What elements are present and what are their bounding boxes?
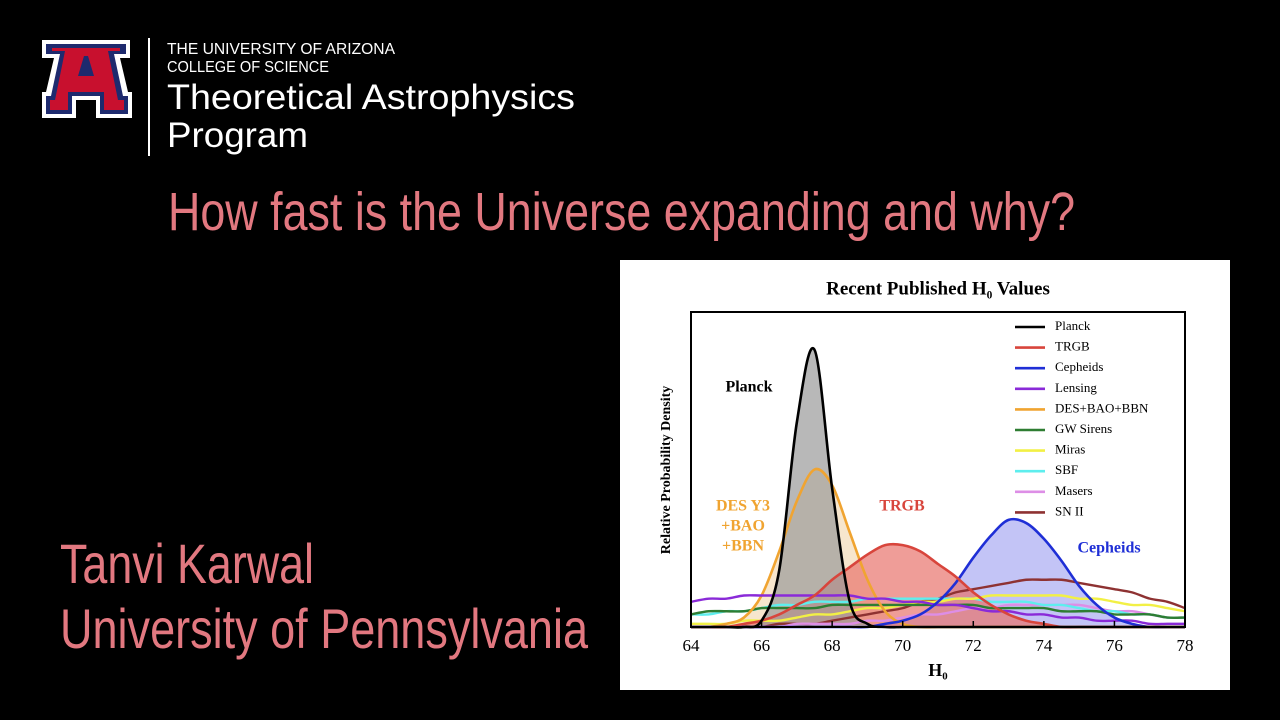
headline: How fast is the Universe expanding and w… [168, 182, 1075, 242]
annotation: +BBN [722, 538, 764, 555]
annotation: Planck [725, 379, 772, 396]
legend-label: SN II [1055, 503, 1084, 518]
college: COLLEGE OF SCIENCE [167, 59, 329, 76]
x-tick-label: 78 [1177, 636, 1194, 655]
y-axis-label: Relative Probability Density [659, 386, 674, 555]
legend-label: Masers [1055, 483, 1093, 498]
legend-label: TRGB [1055, 339, 1090, 354]
legend-label: Miras [1055, 442, 1085, 457]
density-area [691, 519, 1185, 628]
logo [42, 38, 150, 156]
x-tick-label: 76 [1106, 636, 1123, 655]
density-area [691, 348, 1185, 628]
x-tick-label: 68 [824, 636, 841, 655]
legend-label: DES+BAO+BBN [1055, 400, 1149, 415]
program-title: Theoretical Astrophysics [167, 78, 575, 117]
plot-frame [690, 311, 1186, 628]
program-title: Program [167, 116, 308, 155]
speaker-affiliation: University of Pennsylvania [60, 597, 589, 660]
x-tick-label: 72 [965, 636, 982, 655]
x-tick-label: 74 [1035, 636, 1053, 655]
annotation: DES Y3 [716, 498, 770, 515]
legend-label: Planck [1055, 318, 1091, 333]
x-tick-label: 64 [683, 636, 701, 655]
legend-label: Cepheids [1055, 359, 1103, 374]
chart: Recent Published H₀ Values Relative Prob… [620, 260, 1230, 690]
x-tick-label: 70 [894, 636, 911, 655]
x-axis-label: H₀ [928, 660, 947, 680]
annotation: TRGB [879, 498, 925, 515]
chart-title: Recent Published H₀ Values [826, 278, 1050, 299]
annotation: +BAO [721, 518, 765, 535]
annotation: Cepheids [1077, 540, 1140, 557]
university: THE UNIVERSITY OF ARIZONA [167, 41, 396, 58]
speaker-name: Tanvi Karwal [60, 532, 314, 595]
x-tick-label: 66 [753, 636, 770, 655]
legend-label: Lensing [1055, 380, 1097, 395]
legend-label: GW Sirens [1055, 421, 1112, 436]
legend-label: SBF [1055, 462, 1078, 477]
